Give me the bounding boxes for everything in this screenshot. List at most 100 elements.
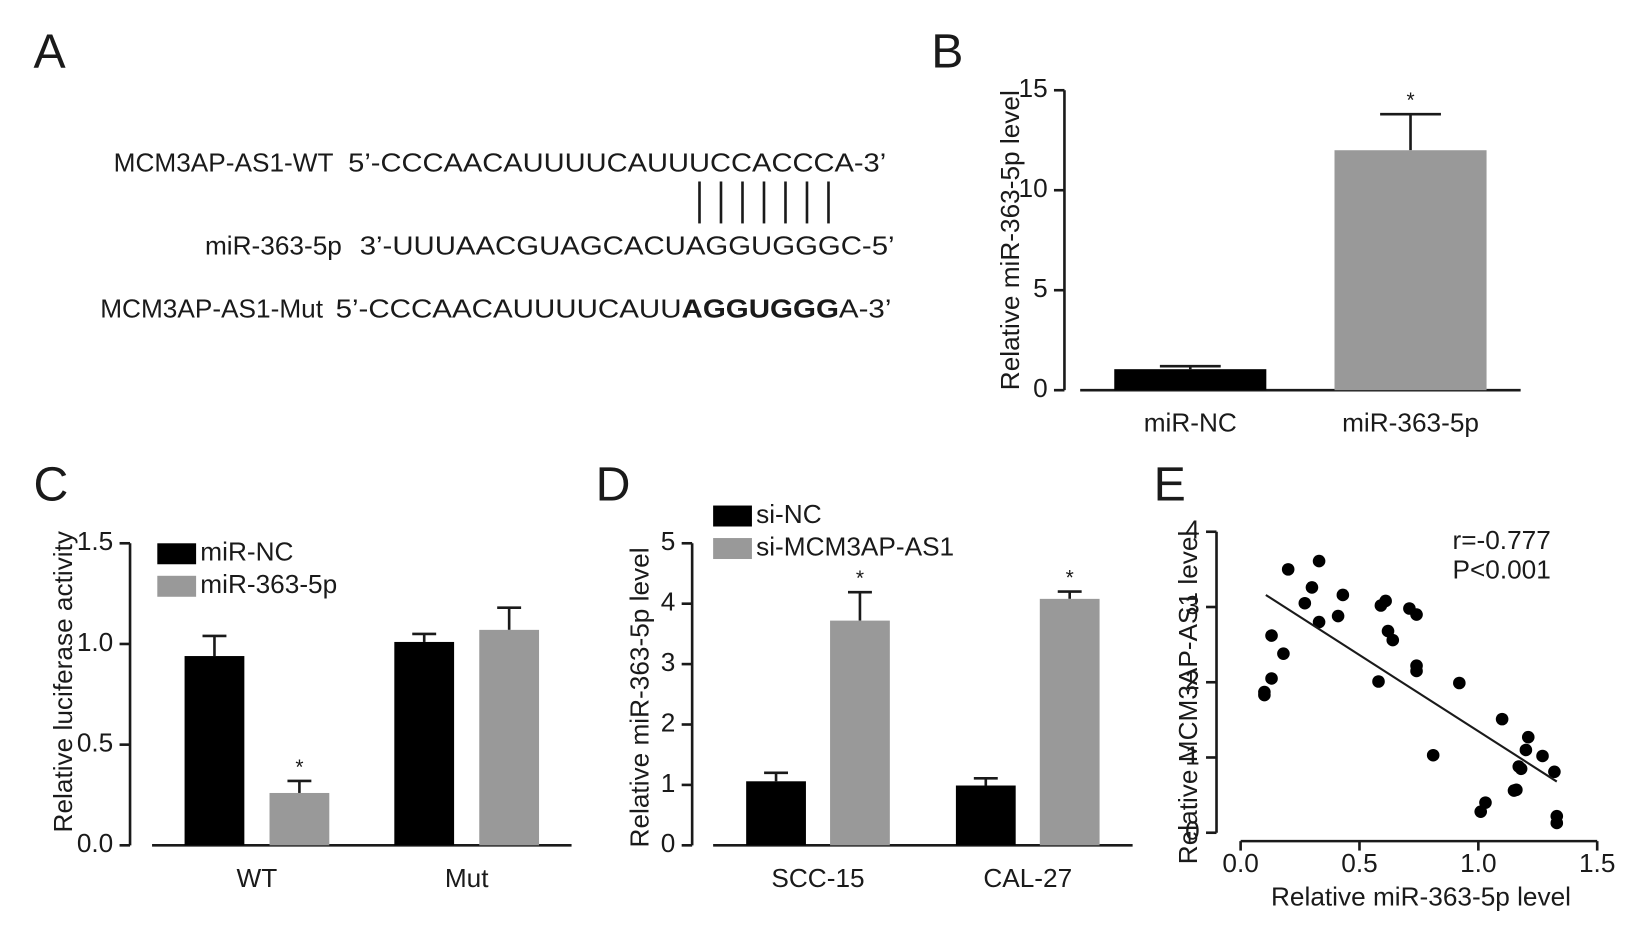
y-tick-label: 1.5 [77,526,113,556]
pairing-lines [698,181,830,224]
sequence-name: miR-363-5p [205,230,342,260]
bar [394,641,455,846]
mutated-part: AGGUGGG [682,293,839,323]
legend-swatch [157,543,197,565]
fit-line [1265,594,1558,783]
point [1298,596,1312,610]
point [1521,730,1535,744]
annotation: P<0.001 [1452,555,1550,585]
y-tick-label: 4 [661,587,676,617]
panel-label: D [596,457,631,511]
x-axis-label: Relative miR-363-5p level [1271,882,1571,912]
point [1495,712,1509,726]
point [1372,675,1385,688]
bar [955,785,1016,846]
y-axis-label: Relative MCM3AP-AS1 level [1173,531,1203,864]
legend-label: miR-NC [200,537,293,567]
panel-label: C [34,457,69,511]
point [1550,816,1564,830]
y-tick-label: 2 [1185,665,1200,695]
x-tick-label: miR-NC [1144,408,1237,438]
bar [1114,369,1267,391]
point [1258,688,1271,702]
panel-label: B [931,24,963,78]
legend-label: miR-363-5p [200,569,337,599]
point [1510,783,1523,797]
y-tick-label: 1 [661,768,676,798]
significance: * [856,567,864,590]
point [1410,664,1423,678]
point [1410,608,1423,621]
y-tick-label: 3 [1185,590,1200,620]
y-tick-label: 10 [1019,173,1048,203]
legend-swatch [157,575,197,597]
y-axis-label: Relative miR-363-5p level [625,547,655,847]
point [1281,563,1295,576]
point [1277,647,1290,660]
significance: * [1066,567,1074,590]
y-tick-label: 2 [661,707,676,737]
sequence-part: A-3’ [839,293,891,323]
sequence: 5’-CCCAACAUUUUCAUUUCCACCCA-3’ [348,148,886,178]
x-tick-label: 1.0 [1460,848,1496,878]
y-tick-label: 1.0 [77,627,113,657]
legend-swatch [713,505,752,527]
bar [184,656,245,846]
y-axis-label: Relative miR-363-5p level [995,90,1025,390]
point [1479,796,1492,809]
bar [479,629,540,846]
legend-label: si-NC [756,499,822,529]
y-tick-label: 4 [1185,515,1200,545]
point [1514,762,1528,776]
point [1536,749,1549,763]
point [1453,676,1466,690]
panel-label: E [1154,457,1186,511]
y-tick-label: 1 [1185,740,1200,770]
x-tick-label: 0.5 [1341,848,1377,878]
y-tick-label: 0.5 [77,728,113,758]
point [1336,588,1350,602]
x-tick-label: 0.0 [1222,848,1258,878]
x-tick-label: 1.5 [1579,848,1615,878]
bar [1334,150,1487,391]
point [1265,672,1278,685]
point [1426,748,1440,762]
y-tick-label: 15 [1019,73,1048,103]
x-tick-label: SCC-15 [771,863,864,893]
significance: * [1406,89,1414,112]
x-tick-label: CAL-27 [983,863,1072,893]
point [1331,609,1345,623]
sequence-part: 5’-CCCAACAUUUUCAUU [336,293,682,323]
bar [269,792,330,846]
point [1386,633,1400,647]
point [1312,554,1326,568]
point [1519,743,1533,757]
point [1312,615,1326,629]
sequence: 5’-CCCAACAUUUUCAUU AGGUGGG A-3’ [336,293,892,323]
y-tick-label: 5 [661,526,676,556]
x-tick-label: Mut [445,863,489,893]
bar [746,781,806,846]
legend-swatch [713,538,752,560]
point [1548,765,1561,779]
bar [830,620,890,846]
y-tick-label: 0 [1033,373,1048,403]
significance: * [295,756,303,779]
panel-label: A [34,24,67,78]
y-tick-label: 5 [1033,273,1048,303]
sequence-name: MCM3AP-AS1-WT [114,148,334,178]
y-tick-label: 0 [1185,816,1200,846]
x-tick-label: miR-363-5p [1342,408,1479,438]
point [1265,629,1278,642]
x-tick-label: WT [237,863,278,893]
annotation: r=-0.777 [1452,525,1550,555]
sequence: 3’-UUUAACGUAGCACUAGGUGGGC-5’ [360,230,895,260]
y-axis-label: Relative luciferase activity [48,530,78,832]
bar [1039,598,1100,846]
sequence-name: MCM3AP-AS1-Mut [100,293,323,323]
legend-label: si-MCM3AP-AS1 [756,531,954,561]
y-tick-label: 0.0 [77,828,113,858]
point [1305,581,1319,594]
